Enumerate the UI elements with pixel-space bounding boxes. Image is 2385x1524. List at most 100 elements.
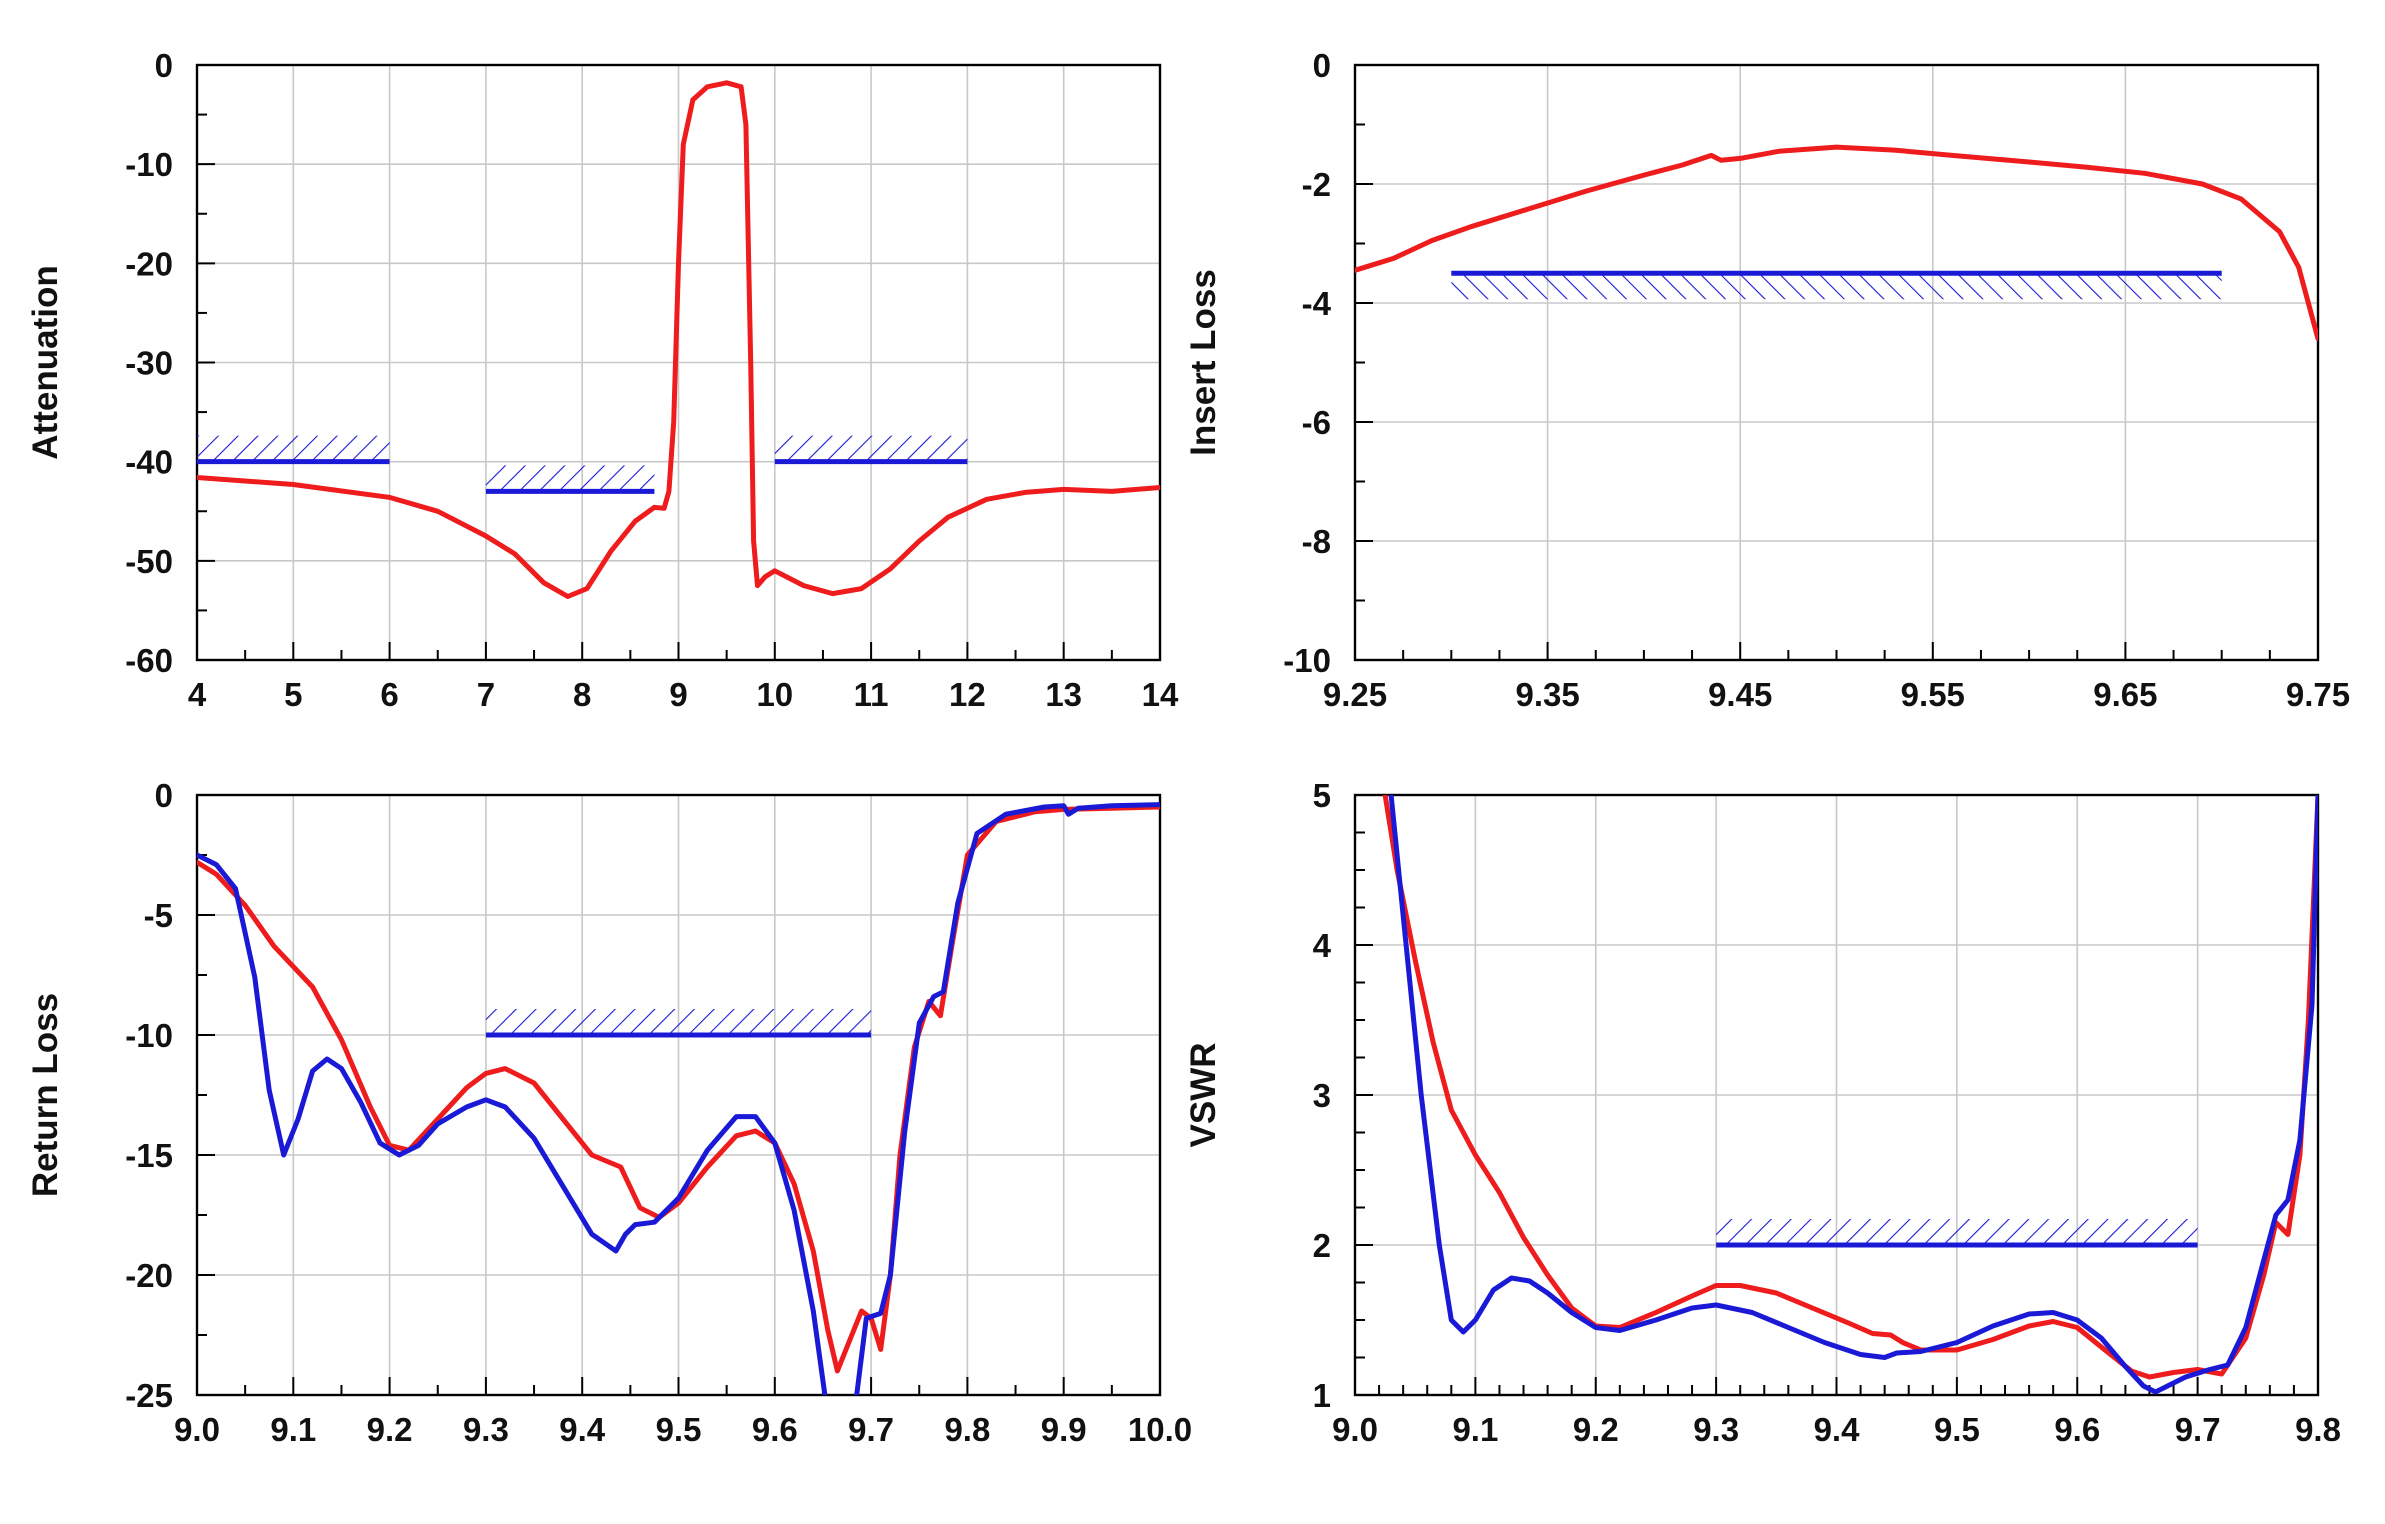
x-tick-label: 9.9 <box>1041 1411 1087 1448</box>
y-tick-label: -20 <box>125 245 173 282</box>
series-line-red <box>197 80 1160 599</box>
y-tick-label: 5 <box>1313 777 1331 814</box>
x-tick-label: 9.7 <box>2175 1411 2221 1448</box>
y-tick-label: 2 <box>1313 1227 1331 1264</box>
y-axis-label: Insert Loss <box>1184 269 1223 456</box>
x-tick-label: 6 <box>380 676 398 713</box>
tick-labels: 9.25 9.35 9.45 9.55 9.65 9.75 0 -2 -4 -6 -8 -10 <box>1283 47 2350 713</box>
x-tick-label: 8 <box>573 676 591 713</box>
y-tick-label: -2 <box>1302 166 1331 203</box>
y-axis-label: Return Loss <box>26 993 65 1197</box>
y-tick-label: -60 <box>125 642 173 679</box>
spec-masks <box>485 1009 872 1038</box>
grid <box>1354 64 2319 661</box>
x-tick-label: 9.4 <box>1814 1411 1861 1448</box>
x-tick-label: 9.65 <box>2093 676 2157 713</box>
mask-hatch <box>774 435 968 462</box>
insert-loss-panel: 9.25 9.35 9.45 9.55 9.65 9.75 0 -2 -4 -6 -8 -10 Ins… <box>1184 47 2350 713</box>
x-tick-label: 9.2 <box>367 1411 413 1448</box>
x-tick-label: 9.45 <box>1708 676 1772 713</box>
x-tick-label: 4 <box>188 676 207 713</box>
return-loss-panel: 9.0 9.1 9.2 9.3 9.4 9.5 9.6 9.7 9.8 9.9 10.0 0 -5 -10… <box>26 777 1192 1448</box>
attenuation-panel: 4 5 6 7 8 9 10 11 12 13 14 0 -10 -20 -30 -40 -50 -60 Atte… <box>26 47 1179 713</box>
spec-masks <box>197 435 968 494</box>
x-tick-label: 9.5 <box>656 1411 702 1448</box>
x-tick-label: 9.6 <box>2054 1411 2100 1448</box>
x-tick-label: 9.7 <box>848 1411 894 1448</box>
x-tick-label: 9.3 <box>463 1411 509 1448</box>
x-tick-label: 14 <box>1142 676 1179 713</box>
y-tick-label: -5 <box>144 897 173 934</box>
x-tick-label: 9.35 <box>1515 676 1579 713</box>
series-line-blue <box>854 802 1160 1395</box>
series-line-red <box>1382 795 2318 1380</box>
y-tick-label: -4 <box>1302 285 1332 322</box>
plot-frame <box>1353 63 2320 662</box>
x-tick-label: 9.1 <box>270 1411 316 1448</box>
plot-area <box>1382 795 2318 1395</box>
y-tick-label: 1 <box>1313 1377 1331 1414</box>
spec-masks <box>1451 270 2222 300</box>
x-tick-label: 10.0 <box>1128 1411 1192 1448</box>
series-line-red <box>197 804 1160 1374</box>
y-axis-label: VSWR <box>1184 1043 1223 1148</box>
tick-labels: 9.0 9.1 9.2 9.3 9.4 9.5 9.6 9.7 9.8 1 2 3 4 5 <box>1313 777 2341 1448</box>
tick-labels: 4 5 6 7 8 9 10 11 12 13 14 0 -10 -20 -30 -40 -50 -60 <box>125 47 1179 713</box>
y-tick-label: 4 <box>1313 927 1332 964</box>
y-tick-label: -6 <box>1302 404 1331 441</box>
x-tick-label: 9.3 <box>1693 1411 1739 1448</box>
axis-ticks <box>1354 794 2319 1396</box>
axis-ticks <box>1354 64 2319 661</box>
mask-hatch <box>197 435 390 462</box>
y-tick-label: 0 <box>155 777 173 814</box>
y-axis-label: Attenuation <box>26 265 65 459</box>
series-line-blue <box>1388 795 2318 1395</box>
x-tick-label: 9.8 <box>944 1411 990 1448</box>
x-tick-label: 12 <box>949 676 986 713</box>
x-tick-label: 9.5 <box>1934 1411 1980 1448</box>
y-tick-label: -10 <box>125 1017 173 1054</box>
x-tick-label: 10 <box>756 676 793 713</box>
y-tick-label: -50 <box>125 543 173 580</box>
grid <box>1354 794 2319 1396</box>
mask-hatch <box>485 1009 872 1035</box>
x-tick-label: 9.6 <box>752 1411 798 1448</box>
y-tick-label: -30 <box>125 345 173 382</box>
plot-area <box>197 802 1160 1395</box>
y-tick-label: -15 <box>125 1137 173 1174</box>
y-tick-label: -40 <box>125 444 173 481</box>
y-tick-label: -20 <box>125 1257 173 1294</box>
x-tick-label: 5 <box>284 676 302 713</box>
x-tick-label: 9.4 <box>559 1411 606 1448</box>
series-line-red <box>1355 144 2318 342</box>
x-tick-label: 9.2 <box>1573 1411 1619 1448</box>
vswr-panel: 9.0 9.1 9.2 9.3 9.4 9.5 9.6 9.7 9.8 1 2 3 4 5 VSWR <box>1184 777 2341 1448</box>
tick-labels: 9.0 9.1 9.2 9.3 9.4 9.5 9.6 9.7 9.8 9.9 10.0 0 -5 -10… <box>125 777 1192 1448</box>
grid <box>196 64 1161 661</box>
x-tick-label: 9.25 <box>1323 676 1387 713</box>
x-tick-label: 9.75 <box>2286 676 2350 713</box>
y-tick-label: -25 <box>125 1377 173 1414</box>
mask-hatch <box>1716 1219 2198 1245</box>
x-tick-label: 9.8 <box>2295 1411 2341 1448</box>
series-line-blue <box>197 852 828 1395</box>
y-tick-label: -8 <box>1302 523 1331 560</box>
plot-area <box>1355 144 2318 342</box>
x-tick-label: 9.0 <box>1332 1411 1378 1448</box>
mask-hatch <box>1451 273 2222 300</box>
grid <box>196 794 1161 1396</box>
x-tick-label: 13 <box>1045 676 1082 713</box>
plot-area <box>197 80 1160 599</box>
y-tick-label: 0 <box>155 47 173 84</box>
y-tick-label: 3 <box>1313 1077 1331 1114</box>
y-tick-label: 0 <box>1313 47 1331 84</box>
x-tick-label: 7 <box>477 676 495 713</box>
x-tick-label: 11 <box>854 676 889 713</box>
x-tick-label: 9.0 <box>174 1411 220 1448</box>
y-tick-label: -10 <box>1283 642 1331 679</box>
mask-hatch <box>485 465 655 492</box>
x-tick-label: 9 <box>669 676 687 713</box>
spec-masks <box>1716 1219 2198 1248</box>
y-tick-label: -10 <box>125 146 173 183</box>
